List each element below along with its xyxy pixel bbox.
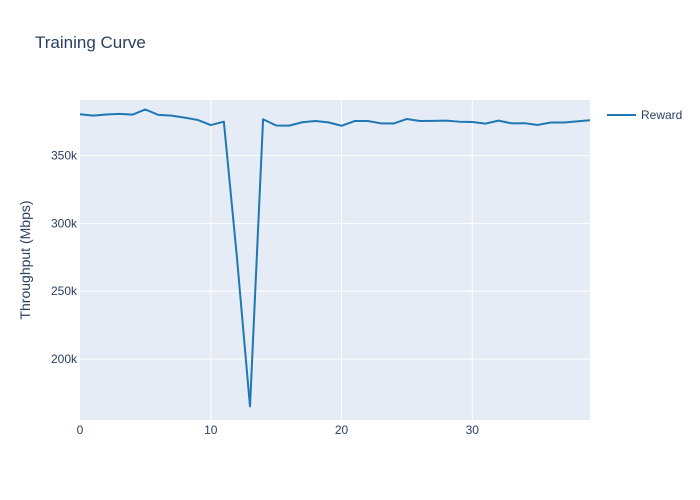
y-gridlines	[80, 155, 590, 360]
y-tick-label: 300k	[51, 216, 78, 230]
y-tick-label: 200k	[51, 352, 78, 366]
chart-title: Training Curve	[35, 33, 146, 52]
x-tick-label: 20	[335, 423, 349, 437]
x-tick-label: 30	[466, 423, 480, 437]
legend[interactable]: Reward	[607, 108, 682, 122]
y-tick-label: 250k	[51, 284, 78, 298]
legend-label-reward: Reward	[641, 108, 682, 122]
x-tick-label: 0	[77, 423, 84, 437]
series-line-reward	[79, 108, 591, 408]
x-tick-label: 10	[204, 423, 218, 437]
x-gridlines	[210, 100, 473, 420]
plot-area	[80, 100, 590, 420]
y-axis-title: Throughput (Mbps)	[17, 200, 33, 319]
x-axis-ticks: 0 10 20 30	[77, 423, 480, 437]
series-layer	[79, 108, 591, 408]
y-tick-label: 350k	[51, 149, 78, 163]
y-axis-ticks: 200k 250k 300k 350k	[51, 149, 78, 366]
